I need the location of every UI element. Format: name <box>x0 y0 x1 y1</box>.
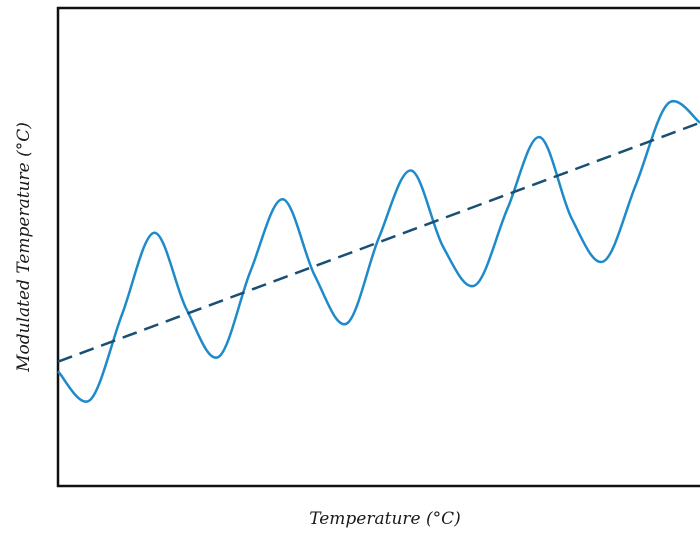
plot-area-frame <box>56 6 700 488</box>
series-line-dashed-trend <box>57 121 700 363</box>
x-axis-label: Temperature (°C) <box>309 509 461 529</box>
y-axis-label: Modulated Temperature (°C) <box>14 122 34 373</box>
series-line-modulated <box>57 100 700 403</box>
series-layer <box>57 100 700 403</box>
